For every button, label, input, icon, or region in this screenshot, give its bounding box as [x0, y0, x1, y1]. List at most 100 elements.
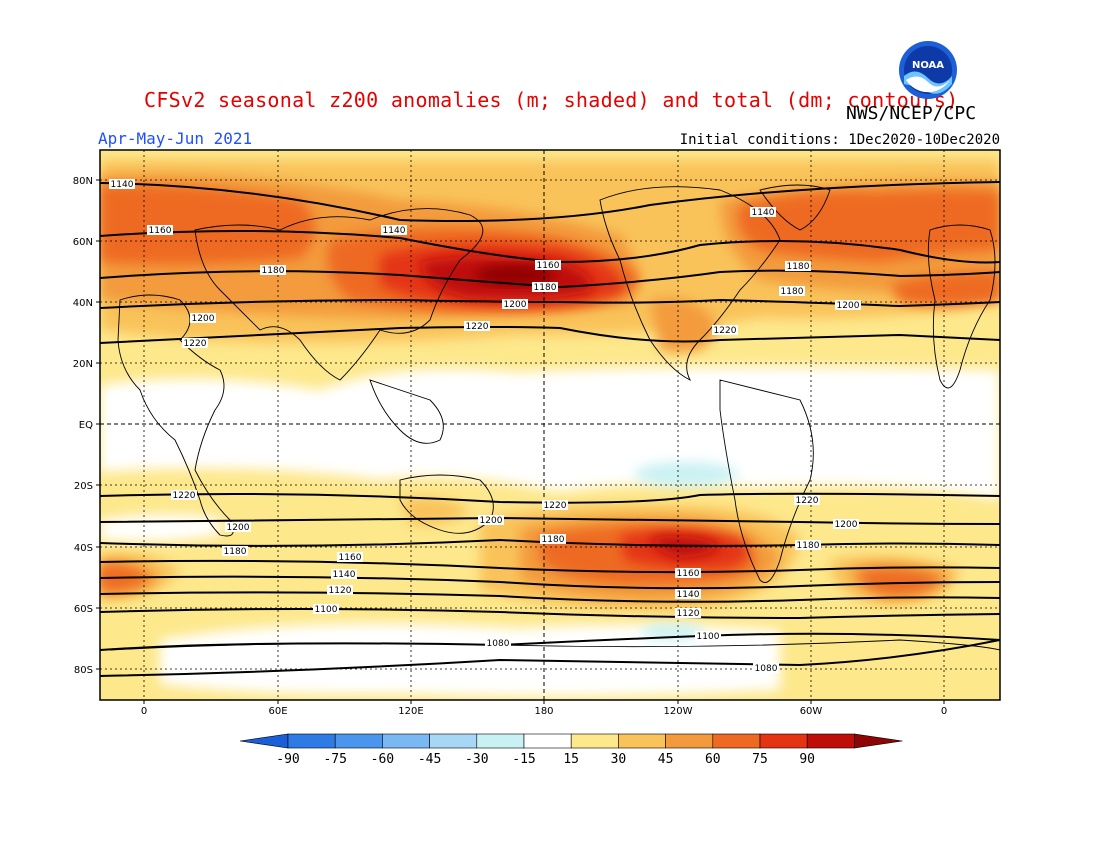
contour-label: 1100: [315, 605, 338, 615]
colorbar-box: [618, 733, 666, 749]
lon-label: 60W: [800, 706, 823, 717]
contour-label: 1180: [262, 266, 285, 276]
contour-label: 1200: [835, 520, 858, 530]
contour-label-bg: [225, 522, 251, 532]
contour-label-bg: [540, 534, 566, 544]
contour-label: 1140: [677, 590, 700, 600]
contour-label: 1220: [173, 491, 196, 501]
colorbar-label: -45: [418, 752, 441, 767]
contour-label: 1160: [677, 569, 700, 579]
contour-label-bg: [502, 299, 528, 309]
colorbar-label: -60: [371, 752, 394, 767]
contour-label: 1180: [534, 283, 557, 293]
colorbar-box: [382, 733, 430, 749]
contour-label-bg: [542, 500, 568, 510]
lat-label: EQ: [79, 420, 93, 431]
contour-label-bg: [109, 179, 135, 189]
contour-label: 1200: [504, 300, 527, 310]
contour-label: 1220: [466, 322, 489, 332]
contour-label-bg: [794, 495, 820, 505]
contour-label-bg: [795, 540, 821, 550]
noaa-logo-icon: NOAA: [899, 41, 957, 99]
contour-label-bg: [260, 265, 286, 275]
contour-label: 1180: [224, 547, 247, 557]
colorbar-label: 75: [752, 752, 768, 767]
contour-label: 1160: [339, 553, 362, 563]
lon-label: 60E: [268, 706, 287, 717]
colorbar-box: [523, 733, 572, 749]
colorbar-box: [570, 733, 619, 749]
contour-label: 1180: [797, 541, 820, 551]
contour-label-bg: [675, 568, 701, 578]
contour-label-bg: [190, 313, 216, 323]
svg-text:NOAA: NOAA: [912, 60, 944, 71]
contour-label: 1180: [787, 262, 810, 272]
contour-label: 1080: [755, 664, 778, 674]
contour-label: 1220: [184, 339, 207, 349]
colorbar-box: [806, 733, 855, 749]
lon-label: 180: [534, 706, 553, 717]
contour-label: 1200: [227, 523, 250, 533]
contour-label-bg: [532, 282, 558, 292]
lat-label: 20S: [74, 481, 93, 492]
contour-label-bg: [695, 631, 721, 641]
contour-label-bg: [753, 663, 779, 673]
contour-label: 1180: [781, 287, 804, 297]
lat-label: 60N: [73, 237, 93, 248]
colorbar-box: [712, 733, 761, 749]
colorbar-label: 60: [705, 752, 721, 767]
contour-label: 1200: [837, 301, 860, 311]
lon-label: 0: [941, 706, 947, 717]
chart-title: CFSv2 seasonal z200 anomalies (m; shaded…: [144, 88, 959, 112]
lat-label: 40S: [74, 543, 93, 554]
contour-label: 1220: [544, 501, 567, 511]
lat-label: 80S: [74, 665, 93, 676]
lon-label: 120W: [664, 706, 693, 717]
contour-label-bg: [785, 261, 811, 271]
contour-label: 1220: [796, 496, 819, 506]
contour-label-bg: [171, 490, 197, 500]
contour-label-bg: [337, 552, 363, 562]
contour-label-bg: [478, 515, 504, 525]
anomaly-shading: [100, 150, 1000, 700]
colorbar-box: [429, 733, 478, 749]
colorbar-label: 30: [611, 752, 627, 767]
contour-label: 1160: [149, 226, 172, 236]
colorbar-box: [759, 733, 808, 749]
contour-label: 1140: [383, 226, 406, 236]
colorbar-label: 90: [799, 752, 815, 767]
forecast-period: Apr-May-Jun 2021: [98, 129, 253, 148]
colorbar-arrow-high: [854, 733, 903, 749]
lon-label: 0: [141, 706, 147, 717]
height-contours: [100, 181, 1000, 677]
colorbar: -90 -75 -60 -45 -30 -15 15 30 45 60 75 90: [239, 733, 903, 767]
contour-label: 1200: [480, 516, 503, 526]
contour-label-bg: [327, 585, 353, 595]
colorbar-box: [476, 733, 525, 749]
contour-label-bg: [485, 638, 511, 648]
contour-label: 1220: [714, 326, 737, 336]
lat-label: 80N: [73, 176, 93, 187]
contour-label-bg: [182, 338, 208, 348]
contour-label: 1140: [111, 180, 134, 190]
contour-label: 1200: [192, 314, 215, 324]
contour-label: 1140: [333, 570, 356, 580]
colorbar-label: -90: [276, 752, 299, 767]
colorbar-label: -15: [512, 752, 535, 767]
contour-label-bg: [535, 260, 561, 270]
colorbar-box: [287, 733, 336, 749]
contour-label-bg: [833, 519, 859, 529]
contour-label-bg: [331, 569, 357, 579]
contour-label: 1120: [677, 609, 700, 619]
contour-label-bg: [222, 546, 248, 556]
graticule: [100, 150, 1000, 700]
colorbar-box: [334, 733, 383, 749]
contour-label-bg: [779, 286, 805, 296]
lat-label: 20N: [73, 359, 93, 370]
axis-ticks: [96, 179, 945, 704]
colorbar-arrow-low: [239, 733, 289, 749]
contour-label-bg: [750, 207, 776, 217]
contour-label-bg: [464, 321, 490, 331]
contour-label-bg: [675, 608, 701, 618]
